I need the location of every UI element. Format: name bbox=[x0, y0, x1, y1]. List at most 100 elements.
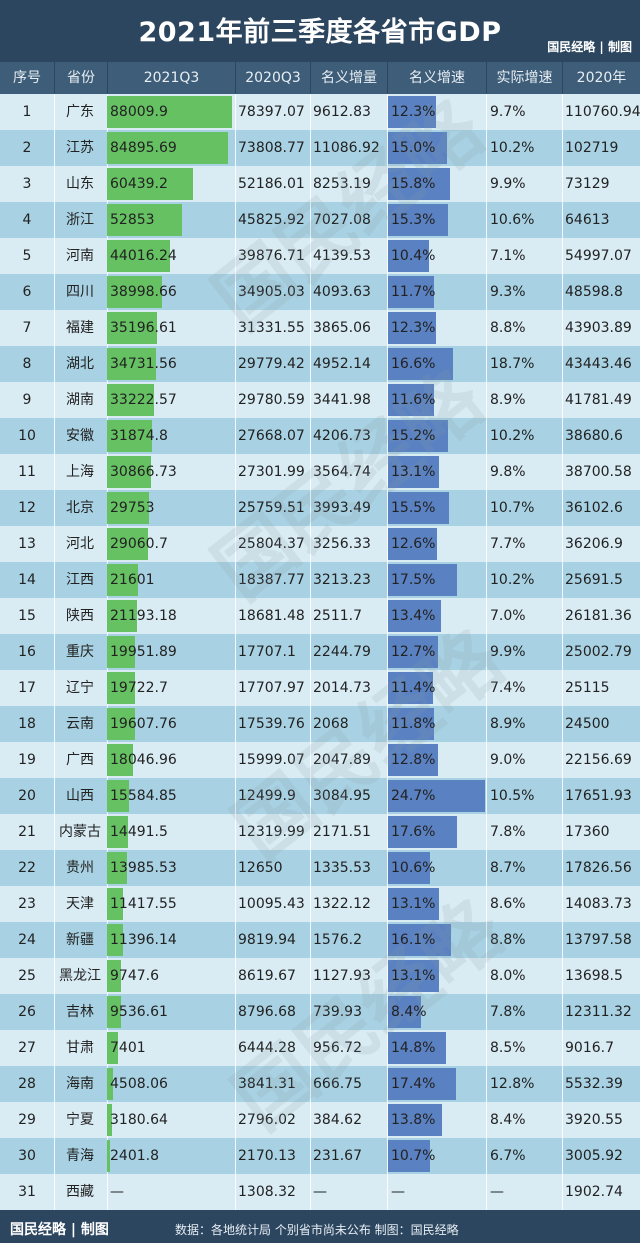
nominal-growth-cell: 15.0% bbox=[391, 140, 436, 156]
gdp-2021q3-cell: 14491.5 bbox=[110, 824, 168, 840]
column-divider bbox=[235, 886, 236, 922]
column-divider bbox=[235, 490, 236, 526]
nominal-growth-cell: 11.4% bbox=[391, 680, 436, 696]
column-divider bbox=[310, 742, 311, 778]
growth-bar bbox=[388, 780, 485, 812]
gdp-2020q3-cell: 8619.67 bbox=[238, 968, 296, 984]
real-growth-cell: 7.4% bbox=[490, 680, 526, 696]
footer-brand: 国民经略 | 制图 bbox=[10, 1222, 109, 1238]
rank-cell: 24 bbox=[18, 932, 36, 948]
province-cell: 西藏 bbox=[66, 1184, 94, 1200]
column-divider bbox=[387, 670, 388, 706]
column-divider bbox=[486, 850, 487, 886]
column-divider bbox=[387, 1138, 388, 1174]
column-divider bbox=[486, 238, 487, 274]
province-cell: 云南 bbox=[66, 716, 94, 732]
nominal-growth-cell: 11.8% bbox=[391, 716, 436, 732]
column-divider bbox=[235, 814, 236, 850]
rank-cell: 9 bbox=[22, 392, 32, 408]
column-divider bbox=[387, 958, 388, 994]
table-row: 3 山东 60439.2 52186.01 8253.19 15.8% 9.9% 73129 bbox=[0, 166, 640, 202]
nominal-increase-cell: 1322.12 bbox=[313, 896, 371, 912]
column-divider bbox=[54, 850, 55, 886]
column-divider bbox=[310, 94, 311, 130]
gdp-2021q3-cell: 88009.9 bbox=[110, 104, 168, 120]
real-growth-cell: 7.8% bbox=[490, 824, 526, 840]
column-divider bbox=[387, 850, 388, 886]
column-divider bbox=[387, 1102, 388, 1138]
column-divider bbox=[54, 1102, 55, 1138]
rank-cell: 6 bbox=[22, 284, 32, 300]
gdp-2020q3-cell: 52186.01 bbox=[238, 176, 305, 192]
rank-cell: 17 bbox=[18, 680, 36, 696]
growth-bar bbox=[388, 924, 452, 956]
table-row: 29 宁夏 3180.64 2796.02 384.62 13.8% 8.4% 3920.55 bbox=[0, 1102, 640, 1138]
gdp-2020q3-cell: 17539.76 bbox=[238, 716, 305, 732]
rank-cell: 3 bbox=[22, 176, 32, 192]
column-divider bbox=[235, 598, 236, 634]
footer-source: 数据：各地统计局 个别省市尚未公布 制图：国民经略 bbox=[175, 1223, 459, 1237]
gdp-2020q3-cell: 17707.97 bbox=[238, 680, 305, 696]
gdp-2020q3-cell: 12499.9 bbox=[238, 788, 296, 804]
nominal-growth-cell: 10.4% bbox=[391, 248, 436, 264]
growth-bar bbox=[388, 636, 438, 668]
column-divider bbox=[235, 454, 236, 490]
rank-cell: 30 bbox=[18, 1148, 36, 1164]
nominal-increase-cell: — bbox=[313, 1184, 327, 1200]
province-cell: 江西 bbox=[66, 572, 94, 588]
nominal-increase-cell: 1127.93 bbox=[313, 968, 371, 984]
column-divider bbox=[54, 1138, 55, 1174]
real-growth-cell: 10.2% bbox=[490, 572, 535, 588]
table-row: 4 浙江 52853 45825.92 7027.08 15.3% 10.6% 64613 bbox=[0, 202, 640, 238]
column-divider bbox=[486, 670, 487, 706]
gdp-2020q3-cell: 27668.07 bbox=[238, 428, 305, 444]
province-cell: 海南 bbox=[66, 1076, 94, 1092]
nominal-increase-cell: 1335.53 bbox=[313, 860, 371, 876]
nominal-increase-cell: 11086.92 bbox=[313, 140, 380, 156]
table-row: 27 甘肃 7401 6444.28 956.72 14.8% 8.5% 9016.7 bbox=[0, 1030, 640, 1066]
column-header: 2020Q3 bbox=[236, 62, 310, 94]
gdp-2020-cell: 36206.9 bbox=[565, 536, 623, 552]
table-row: 24 新疆 11396.14 9819.94 1576.2 16.1% 8.8% 13797.… bbox=[0, 922, 640, 958]
gdp-2020q3-cell: 78397.07 bbox=[238, 104, 305, 120]
column-divider bbox=[562, 994, 563, 1030]
gdp-2020q3-cell: 17707.1 bbox=[238, 644, 296, 660]
gdp-2020-cell: 43903.89 bbox=[565, 320, 632, 336]
column-header: 名义增速 bbox=[388, 62, 486, 94]
gdp-2020-cell: 9016.7 bbox=[565, 1040, 614, 1056]
column-divider bbox=[310, 994, 311, 1030]
nominal-increase-cell: 8253.19 bbox=[313, 176, 371, 192]
column-divider bbox=[235, 1102, 236, 1138]
column-divider bbox=[235, 958, 236, 994]
column-divider bbox=[562, 490, 563, 526]
gdp-2021q3-cell: 9747.6 bbox=[110, 968, 159, 984]
column-header: 序号 bbox=[0, 62, 54, 94]
nominal-increase-cell: 1576.2 bbox=[313, 932, 362, 948]
column-divider bbox=[562, 670, 563, 706]
rank-cell: 10 bbox=[18, 428, 36, 444]
growth-bar bbox=[388, 1068, 457, 1100]
nominal-increase-cell: 231.67 bbox=[313, 1148, 362, 1164]
nominal-growth-cell: 17.6% bbox=[391, 824, 436, 840]
gdp-2020-cell: 17651.93 bbox=[565, 788, 632, 804]
nominal-growth-cell: 16.6% bbox=[391, 356, 436, 372]
nominal-growth-cell: 16.1% bbox=[391, 932, 436, 948]
column-divider bbox=[486, 274, 487, 310]
nominal-increase-cell: 666.75 bbox=[313, 1076, 362, 1092]
gdp-2021q3-cell: 4508.06 bbox=[110, 1076, 168, 1092]
gdp-bar bbox=[107, 240, 170, 272]
column-divider bbox=[387, 202, 388, 238]
gdp-2020q3-cell: 2796.02 bbox=[238, 1112, 296, 1128]
real-growth-cell: 9.0% bbox=[490, 752, 526, 768]
column-divider bbox=[310, 1102, 311, 1138]
column-divider bbox=[387, 274, 388, 310]
gdp-2021q3-cell: 19951.89 bbox=[110, 644, 177, 660]
nominal-increase-cell: 739.93 bbox=[313, 1004, 362, 1020]
gdp-2020-cell: 13698.5 bbox=[565, 968, 623, 984]
nominal-growth-cell: 12.3% bbox=[391, 320, 436, 336]
column-divider bbox=[54, 814, 55, 850]
gdp-2020q3-cell: 29779.42 bbox=[238, 356, 305, 372]
table-row: 23 天津 11417.55 10095.43 1322.12 13.1% 8.6% 1408… bbox=[0, 886, 640, 922]
rank-cell: 23 bbox=[18, 896, 36, 912]
gdp-2020q3-cell: 18387.77 bbox=[238, 572, 305, 588]
